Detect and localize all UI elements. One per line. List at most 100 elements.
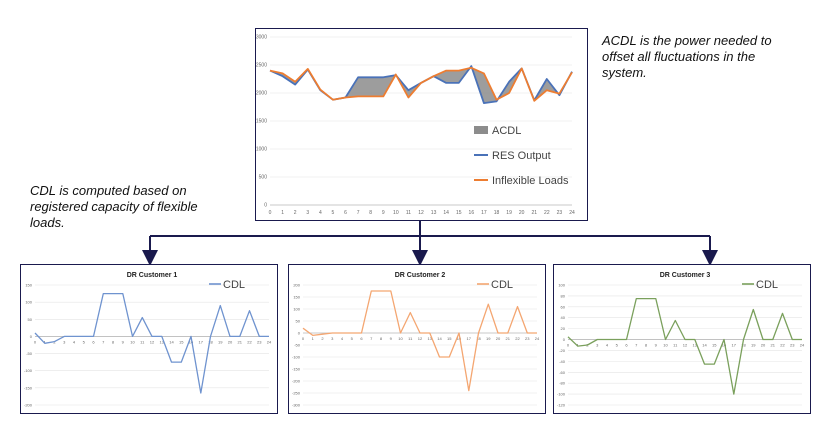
x-tick-label: 20 xyxy=(519,210,525,216)
x-tick-label: 8 xyxy=(380,336,383,341)
acdl-note-line: ACDL is the power needed to xyxy=(602,33,772,48)
y-tick-label: -100 xyxy=(557,392,566,397)
x-tick-label: 1 xyxy=(312,336,315,341)
x-tick-label: 10 xyxy=(130,339,135,344)
legend-res-label: RES Output xyxy=(492,150,551,162)
x-tick-label: 22 xyxy=(780,343,785,348)
dr-customer-3-panel: DR Customer 3 100 80 60 40 20 0 -20 -40 -60 -80 -10… xyxy=(553,264,811,414)
x-tick-label: 14 xyxy=(437,336,442,341)
y-tick-label: -100 xyxy=(292,355,301,360)
x-tick-label: 3 xyxy=(331,336,334,341)
chart-title: DR Customer 1 xyxy=(127,272,178,279)
x-tick-label: 21 xyxy=(531,210,537,216)
x-tick-label: 18 xyxy=(476,336,481,341)
x-tick-label: 22 xyxy=(247,339,252,344)
x-tick-label: 9 xyxy=(382,210,385,216)
x-tick-label: 20 xyxy=(228,339,233,344)
legend-cdl-label: CDL xyxy=(491,279,513,291)
x-tick-label: 8 xyxy=(369,210,372,216)
y-tick-label: 0 xyxy=(264,203,267,209)
x-tick-label: 22 xyxy=(515,336,520,341)
x-tick-label: 13 xyxy=(428,336,433,341)
series-line-cdl xyxy=(567,297,802,395)
x-tick-label: 2 xyxy=(321,336,324,341)
dr-customer-2-panel: DR Customer 2 200 150 100 50 0 -50 -100 -150 -200… xyxy=(288,264,546,414)
x-tick-label: 14 xyxy=(443,210,449,216)
chart-title: DR Customer 3 xyxy=(660,272,711,279)
x-tick-label: 7 xyxy=(357,210,360,216)
x-tick-label: 9 xyxy=(655,343,658,348)
y-tick-label: 1500 xyxy=(256,119,267,125)
x-tick-label: 23 xyxy=(525,336,530,341)
x-tick-label: 5 xyxy=(616,343,619,348)
legend-cdl-label: CDL xyxy=(223,279,245,291)
acdl-note-line: offset all fluctuations in the xyxy=(602,49,756,64)
x-tick-label: 9 xyxy=(390,336,393,341)
y-tick-label: -200 xyxy=(24,403,33,408)
series-line-res-output xyxy=(269,65,573,104)
x-tick-label: 12 xyxy=(418,210,424,216)
x-tick-label: 5 xyxy=(351,336,354,341)
x-tick-label: 2 xyxy=(294,210,297,216)
y-tick-label: 20 xyxy=(561,326,566,331)
y-tick-label: 0 xyxy=(563,337,566,342)
x-tick-label: 6 xyxy=(625,343,628,348)
y-tick-label: 200 xyxy=(293,283,300,288)
x-tick-label: 17 xyxy=(732,343,737,348)
y-tick-label: 500 xyxy=(259,175,268,181)
x-tick-label: 13 xyxy=(431,210,437,216)
x-tick-label: 1 xyxy=(577,343,580,348)
y-tick-label: -120 xyxy=(557,403,566,408)
y-tick-label: -150 xyxy=(24,385,33,390)
x-tick-label: 6 xyxy=(92,339,95,344)
x-tick-label: 17 xyxy=(481,210,487,216)
x-tick-label: 16 xyxy=(469,210,475,216)
acdl-note-line: system. xyxy=(602,65,647,80)
x-tick-label: 13 xyxy=(693,343,698,348)
acdl-area xyxy=(270,66,572,104)
x-tick-label: 15 xyxy=(456,210,462,216)
x-tick-label: 7 xyxy=(635,343,638,348)
x-tick-label: 4 xyxy=(341,336,344,341)
x-tick-label: 24 xyxy=(569,210,575,216)
y-tick-label: 100 xyxy=(293,307,300,312)
x-tick-label: 10 xyxy=(398,336,403,341)
y-tick-label: 1000 xyxy=(256,147,267,153)
x-tick-label: 5 xyxy=(332,210,335,216)
x-tick-label: 5 xyxy=(83,339,86,344)
x-tick-label: 0 xyxy=(34,339,37,344)
y-tick-label: -150 xyxy=(292,367,301,372)
y-tick-label: -50 xyxy=(26,351,33,356)
x-tick-label: 11 xyxy=(406,210,411,216)
y-tick-label: -50 xyxy=(294,343,301,348)
y-tick-label: -100 xyxy=(24,368,33,373)
y-tick-label: 80 xyxy=(561,293,566,298)
x-tick-label: 19 xyxy=(486,336,491,341)
x-tick-label: 6 xyxy=(344,210,347,216)
x-tick-label: 10 xyxy=(663,343,668,348)
x-tick-label: 8 xyxy=(112,339,115,344)
x-tick-label: 11 xyxy=(140,339,145,344)
x-tick-label: 1 xyxy=(44,339,47,344)
x-tick-label: 15 xyxy=(179,339,184,344)
acdl-note: ACDL is the power needed to offset all f… xyxy=(602,33,772,81)
x-tick-label: 19 xyxy=(506,210,512,216)
x-tick-label: 21 xyxy=(238,339,243,344)
x-tick-label: 23 xyxy=(557,210,563,216)
cdl-note-line: loads. xyxy=(30,215,65,230)
x-tick-label: 12 xyxy=(150,339,155,344)
x-tick-label: 4 xyxy=(606,343,609,348)
x-tick-label: 7 xyxy=(102,339,105,344)
y-tick-label: -60 xyxy=(559,370,566,375)
x-tick-label: 17 xyxy=(467,336,472,341)
x-tick-label: 0 xyxy=(302,336,305,341)
dr-customer-1-panel: DR Customer 1 150 100 50 0 -50 -100 -150 -200 0 1 2… xyxy=(20,264,278,414)
x-tick-label: 3 xyxy=(596,343,599,348)
x-tick-label: 21 xyxy=(506,336,511,341)
y-tick-label: 150 xyxy=(25,283,32,288)
x-tick-label: 14 xyxy=(702,343,707,348)
y-tick-label: -300 xyxy=(292,403,301,408)
x-tick-label: 18 xyxy=(494,210,500,216)
x-tick-label: 1 xyxy=(281,210,284,216)
